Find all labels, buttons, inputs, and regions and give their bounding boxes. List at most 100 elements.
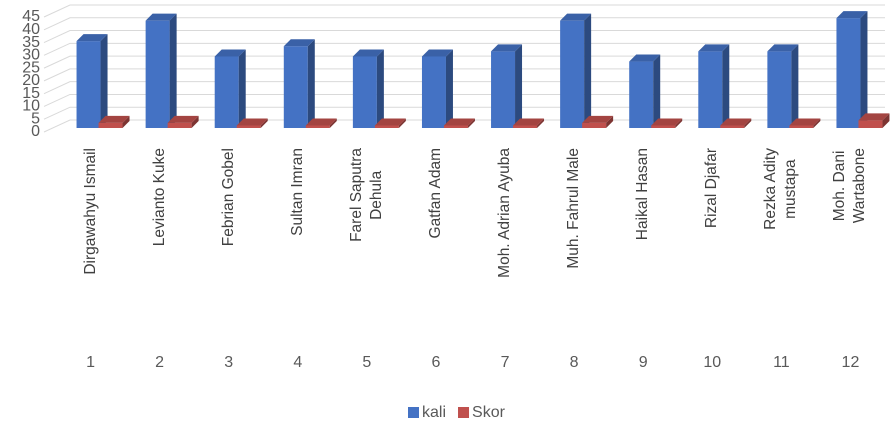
x-group-label: 9 bbox=[639, 354, 648, 371]
bar-face bbox=[443, 125, 468, 128]
bar-face bbox=[836, 18, 861, 128]
bar-face bbox=[398, 118, 406, 128]
bar bbox=[214, 49, 246, 128]
bar-face bbox=[836, 11, 868, 19]
bar-face bbox=[513, 118, 545, 126]
x-tick-label-box: Levianto Kuke bbox=[150, 148, 170, 246]
x-group-label: 5 bbox=[362, 354, 371, 371]
y-tick-label: 25 bbox=[22, 59, 40, 76]
bar bbox=[352, 49, 384, 128]
bar-face bbox=[813, 118, 821, 128]
x-tick-label: Gatfan Adam bbox=[426, 148, 444, 239]
bar-face bbox=[560, 20, 585, 129]
bar-face bbox=[858, 120, 883, 128]
bar bbox=[145, 13, 177, 129]
bar-face bbox=[167, 115, 199, 123]
bar-face bbox=[720, 125, 745, 128]
x-tick-label: Rezka Adity mustapa bbox=[762, 148, 800, 230]
x-group-label: 1 bbox=[86, 354, 95, 371]
bar bbox=[629, 54, 661, 128]
bar-face bbox=[789, 125, 814, 128]
bar-face bbox=[629, 54, 661, 62]
bar bbox=[98, 115, 130, 128]
x-tick-label: Dirgawahyu Ismail bbox=[81, 148, 99, 275]
bar-face bbox=[629, 61, 654, 128]
x-group-label: 4 bbox=[293, 354, 302, 371]
bar-face bbox=[421, 49, 453, 57]
bar-face bbox=[329, 118, 337, 128]
bar-face bbox=[100, 34, 108, 128]
x-group-label: 3 bbox=[224, 354, 233, 371]
x-tick-label-box: Moh. Adrian Ayuba bbox=[495, 148, 515, 278]
bar-face bbox=[305, 125, 330, 128]
bar-face bbox=[191, 115, 199, 128]
bar-face bbox=[445, 49, 453, 128]
legend-label: kali bbox=[422, 404, 446, 421]
x-group-label: 7 bbox=[501, 354, 510, 371]
x-tick-label-box: Rizal Djafar bbox=[702, 148, 722, 228]
y-tick-label: 40 bbox=[22, 21, 40, 38]
y-tick-label: 35 bbox=[22, 34, 40, 51]
bar-face bbox=[98, 115, 130, 123]
bar-face bbox=[767, 51, 792, 129]
x-tick-label-box: Dirgawahyu Ismail bbox=[81, 148, 101, 275]
x-group-label: 2 bbox=[155, 354, 164, 371]
x-tick-label: Rizal Djafar bbox=[703, 148, 721, 229]
bar-face bbox=[421, 56, 446, 128]
bar-face bbox=[537, 118, 545, 128]
bar-face bbox=[767, 44, 799, 52]
bar-face bbox=[653, 54, 661, 128]
bar-face bbox=[675, 118, 683, 128]
bar-face bbox=[376, 49, 384, 128]
grid-line bbox=[43, 4, 885, 18]
bar-face bbox=[214, 49, 246, 57]
grid-line bbox=[43, 17, 885, 31]
y-tick-label: 10 bbox=[22, 98, 40, 115]
bar bbox=[491, 44, 523, 129]
bar-face bbox=[582, 122, 607, 128]
bar-face bbox=[76, 41, 101, 128]
y-tick-label: 20 bbox=[22, 72, 40, 89]
bar-face bbox=[236, 125, 261, 128]
bar bbox=[560, 13, 592, 129]
x-group-label: 6 bbox=[432, 354, 441, 371]
x-tick-label: Febrian Gobel bbox=[219, 148, 237, 247]
bar bbox=[836, 11, 868, 128]
bar bbox=[76, 34, 108, 128]
bar bbox=[236, 118, 268, 128]
bar-face bbox=[169, 13, 177, 129]
grid-line bbox=[43, 106, 885, 120]
bar-face bbox=[467, 118, 475, 128]
legend-label: Skor bbox=[472, 404, 506, 421]
bar-face bbox=[651, 125, 676, 128]
x-tick-label: Farel Saputra Dehula bbox=[347, 148, 385, 242]
bar-face bbox=[76, 34, 108, 42]
bar bbox=[283, 39, 315, 128]
x-tick-label: Levianto Kuke bbox=[150, 148, 168, 247]
y-tick-label: 5 bbox=[31, 110, 40, 127]
x-group-label: 12 bbox=[842, 354, 860, 371]
bar-face bbox=[283, 39, 315, 47]
bar-face bbox=[606, 115, 614, 128]
y-tick-label: 30 bbox=[22, 47, 40, 64]
bar bbox=[651, 118, 683, 128]
bar-face bbox=[167, 122, 192, 128]
bar-face bbox=[513, 125, 538, 128]
bar-face bbox=[860, 11, 868, 128]
bar-face bbox=[515, 44, 523, 129]
bar-face bbox=[307, 39, 315, 128]
x-tick-label-box: Gatfan Adam bbox=[426, 148, 446, 238]
bar bbox=[698, 44, 730, 129]
bar-face bbox=[720, 118, 752, 126]
bar-face bbox=[260, 118, 268, 128]
bar-face bbox=[374, 118, 406, 126]
grid-line bbox=[43, 93, 885, 107]
x-tick-label-box: Haikal Hasan bbox=[633, 148, 653, 240]
bar-face bbox=[305, 118, 337, 126]
bar bbox=[167, 115, 199, 128]
bar bbox=[513, 118, 545, 128]
x-tick-label: Moh. Dani Wartabone bbox=[831, 148, 869, 224]
bar-face bbox=[236, 118, 268, 126]
